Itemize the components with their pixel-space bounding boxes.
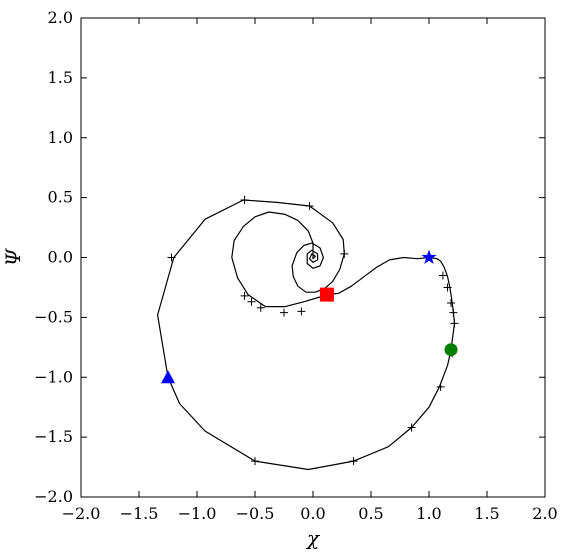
y-tick-label: 1.5: [48, 68, 73, 87]
plus-tick-mark: [349, 457, 358, 466]
x-tick-label: 1.0: [416, 504, 441, 523]
plot-layer: [157, 196, 459, 471]
tick-labels-layer: −2.0 −1.5 −1.0 −0.5 0.0 0.5 1.0 1.5 2.0−2.0−1.5−…: [34, 8, 558, 523]
lower-trajectory-line: [231, 211, 328, 308]
plus-tick-mark: [240, 196, 249, 205]
y-tick-label: −0.5: [34, 307, 73, 326]
x-tick-label: −0.5: [236, 504, 275, 523]
plus-tick-mark: [436, 382, 445, 391]
x-tick-label: −1.0: [178, 504, 217, 523]
square-marker: [319, 287, 334, 302]
plus-tick-mark: [438, 271, 447, 280]
y-axis-label: Ψ: [1, 247, 25, 266]
circle-marker: [444, 343, 458, 357]
connector-line: [326, 256, 430, 296]
plus-tick-mark: [256, 303, 265, 312]
y-tick-label: 1.0: [48, 128, 73, 147]
triangle-marker: [161, 370, 175, 384]
y-tick-label: −1.5: [34, 427, 73, 446]
markers-layer: [161, 249, 458, 384]
plus-tick-mark: [251, 457, 259, 466]
plus-tick-mark: [450, 319, 459, 328]
x-tick-label: −2.0: [62, 504, 101, 523]
y-tick-label: −1.0: [34, 367, 73, 386]
upper-trajectory-line: [157, 199, 345, 378]
star-marker: [421, 249, 437, 264]
plus-tick-mark: [305, 202, 314, 211]
y-tick-label: 0.5: [48, 188, 73, 207]
y-tick-label: 0.0: [48, 248, 73, 267]
plus-tick-mark: [407, 423, 416, 432]
plus-tick-mark: [240, 291, 249, 300]
plus-tick-mark: [340, 249, 349, 258]
x-tick-label: 2.0: [532, 504, 557, 523]
plus-tick-mark: [280, 308, 288, 317]
x-axis-label: χ: [305, 526, 321, 550]
x-tick-label: −1.5: [120, 504, 159, 523]
y-tick-label: 2.0: [48, 8, 73, 27]
x-tick-label: 1.5: [474, 504, 499, 523]
plus-tick-mark: [447, 299, 456, 308]
plus-tick-mark: [443, 283, 452, 292]
x-tick-label: 0.5: [358, 504, 383, 523]
plus-tick-mark: [167, 253, 176, 262]
plus-tick-mark: [449, 308, 458, 317]
x-tick-label: 0.0: [300, 504, 325, 523]
plus-tick-mark: [247, 297, 256, 306]
plot-frame: [80, 17, 546, 498]
y-tick-label: −2.0: [34, 487, 73, 506]
plus-tick-mark: [297, 307, 306, 316]
outer-trajectory-line: [167, 256, 456, 471]
